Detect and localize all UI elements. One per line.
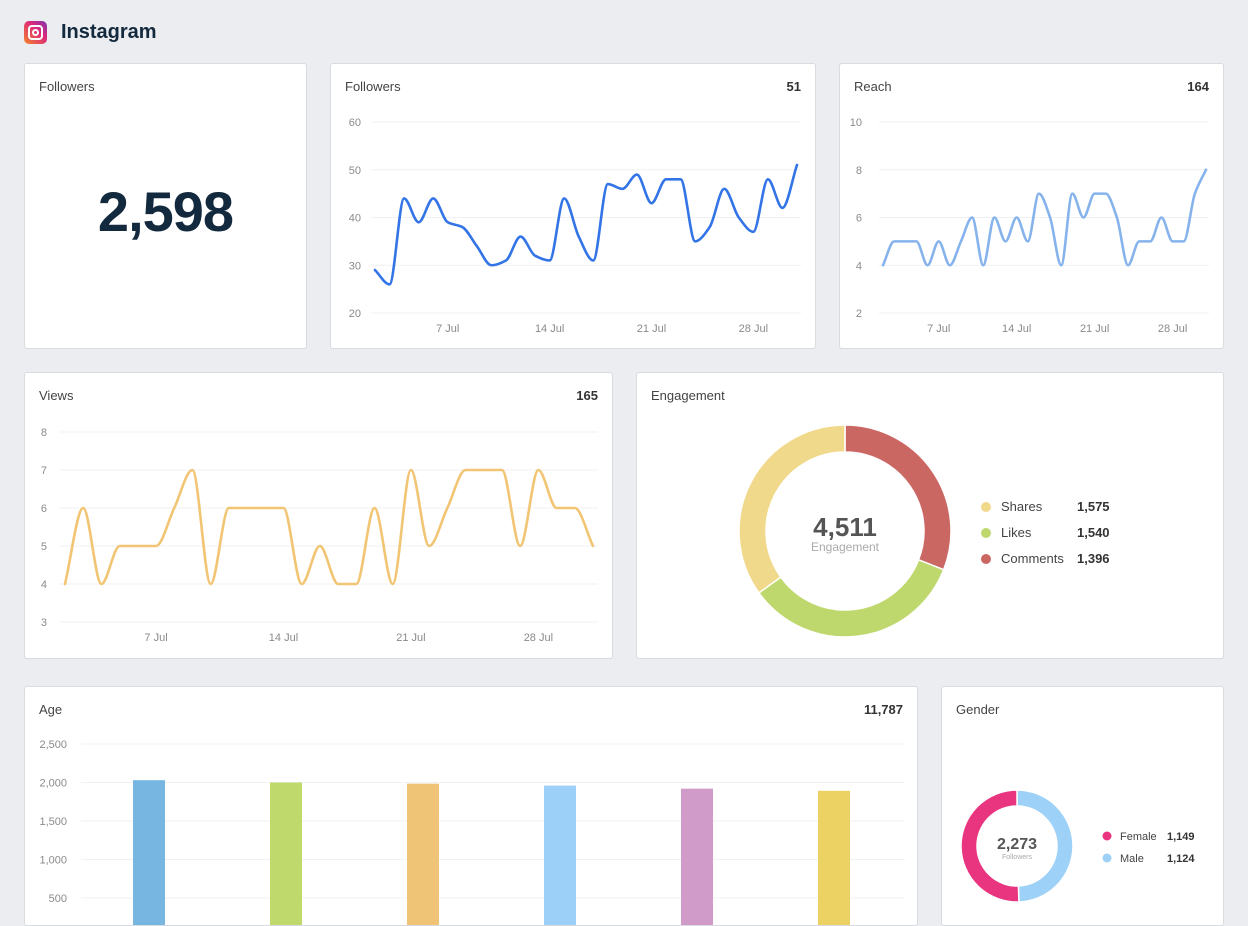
x-tick-label: 28 Jul bbox=[739, 323, 768, 335]
followers-line-chart: 20 30 40 50 60 7 Jul 14 Jul 21 Jul 28 Jul bbox=[331, 64, 816, 349]
y-tick-label: 4 bbox=[41, 579, 47, 591]
y-tick-label: 30 bbox=[349, 260, 361, 272]
page-header: Instagram bbox=[24, 21, 157, 44]
legend-dot bbox=[1103, 832, 1112, 841]
age-bar bbox=[133, 780, 165, 926]
y-tick-label: 8 bbox=[856, 165, 862, 177]
y-tick-label: 3 bbox=[41, 617, 47, 629]
x-tick-label: 14 Jul bbox=[1002, 323, 1031, 335]
y-tick-label: 6 bbox=[856, 213, 862, 225]
y-tick-label: 2,000 bbox=[39, 778, 67, 790]
views-line-chart: 3 4 5 6 7 8 7 Jul 14 Jul 21 Jul 28 Jul bbox=[25, 373, 613, 659]
center-value: 4,511 bbox=[813, 512, 877, 542]
y-tick-label: 20 bbox=[349, 308, 361, 320]
age-bar bbox=[407, 784, 439, 926]
x-tick-label: 21 Jul bbox=[637, 323, 666, 335]
legend-label: Shares bbox=[1001, 499, 1043, 514]
x-tick-label: 7 Jul bbox=[436, 323, 459, 335]
y-tick-label: 4 bbox=[856, 260, 862, 272]
legend-value: 1,540 bbox=[1077, 525, 1110, 540]
y-tick-label: 2,500 bbox=[39, 739, 67, 751]
legend-dot bbox=[981, 502, 991, 512]
age-bar bbox=[270, 783, 302, 926]
y-tick-label: 6 bbox=[41, 503, 47, 515]
page-title: Instagram bbox=[61, 21, 157, 44]
legend-value: 1,124 bbox=[1167, 853, 1195, 865]
x-tick-label: 14 Jul bbox=[269, 632, 298, 644]
y-tick-label: 1,500 bbox=[39, 816, 67, 828]
y-tick-label: 50 bbox=[349, 165, 361, 177]
age-bar bbox=[544, 786, 576, 926]
y-tick-label: 60 bbox=[349, 117, 361, 129]
age-bar bbox=[681, 789, 713, 926]
views-series-line bbox=[65, 470, 593, 584]
y-tick-label: 500 bbox=[49, 893, 67, 905]
legend-value: 1,149 bbox=[1167, 831, 1195, 843]
y-tick-label: 7 bbox=[41, 465, 47, 477]
legend-dot bbox=[981, 528, 991, 538]
x-tick-label: 28 Jul bbox=[1158, 323, 1187, 335]
card-title: Followers bbox=[39, 79, 95, 94]
x-tick-label: 14 Jul bbox=[535, 323, 564, 335]
legend-value: 1,396 bbox=[1077, 551, 1110, 566]
instagram-logo-icon bbox=[24, 21, 47, 44]
y-tick-label: 10 bbox=[850, 117, 862, 129]
legend-label: Comments bbox=[1001, 551, 1064, 566]
center-label: Followers bbox=[1002, 854, 1032, 861]
legend-value: 1,575 bbox=[1077, 499, 1110, 514]
slice-shares bbox=[739, 425, 845, 593]
legend-label: Male bbox=[1120, 853, 1144, 865]
y-tick-label: 40 bbox=[349, 213, 361, 225]
legend-dot bbox=[981, 554, 991, 564]
center-value: 2,273 bbox=[997, 836, 1037, 853]
center-label: Engagement bbox=[811, 540, 880, 554]
y-tick-label: 2 bbox=[856, 308, 862, 320]
x-tick-label: 21 Jul bbox=[396, 632, 425, 644]
y-tick-label: 5 bbox=[41, 541, 47, 553]
followers-total-value: 2,598 bbox=[25, 179, 306, 244]
legend-dot bbox=[1103, 854, 1112, 863]
legend-label: Likes bbox=[1001, 525, 1032, 540]
slice-likes bbox=[759, 560, 944, 637]
x-tick-label: 7 Jul bbox=[144, 632, 167, 644]
x-tick-label: 7 Jul bbox=[927, 323, 950, 335]
followers-total-card: Followers 2,598 bbox=[24, 63, 307, 349]
legend-label: Female bbox=[1120, 831, 1157, 843]
x-tick-label: 28 Jul bbox=[524, 632, 553, 644]
followers-series-line bbox=[375, 165, 797, 284]
y-tick-label: 8 bbox=[41, 427, 47, 439]
x-tick-label: 21 Jul bbox=[1080, 323, 1109, 335]
reach-line-chart: 2 4 6 8 10 7 Jul 14 Jul 21 Jul 28 Jul bbox=[840, 64, 1224, 349]
age-bar bbox=[818, 791, 850, 926]
y-tick-label: 1,000 bbox=[39, 855, 67, 867]
